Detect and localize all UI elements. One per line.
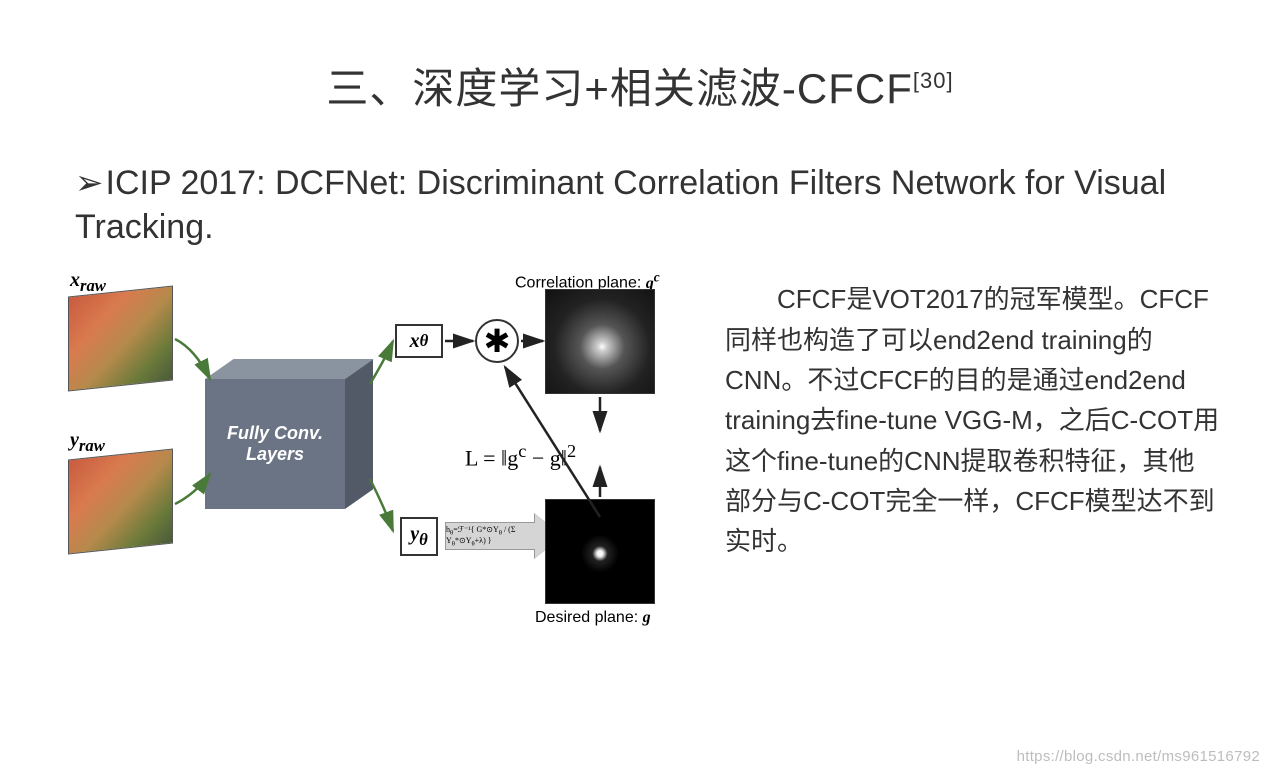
- correlation-plane-image: [545, 289, 655, 394]
- watermark-text: https://blog.csdn.net/ms961516792: [1017, 748, 1260, 765]
- y-theta-box: yθ: [395, 519, 443, 553]
- y-raw-thumbnail: [68, 449, 173, 555]
- title-citation: [30]: [913, 68, 954, 93]
- filter-formula: hθ=ℱ⁻¹{ G*⊙Yθ / (Σ Yθ*⊙Yθ+λ) }: [446, 525, 535, 548]
- architecture-diagram: xraw yraw Fully Conv. Layers xθ yθ hθ=ℱ⁻…: [60, 269, 700, 639]
- x-theta-box: xθ: [395, 324, 443, 358]
- content-row: xraw yraw Fully Conv. Layers xθ yθ hθ=ℱ⁻…: [60, 269, 1220, 639]
- description-paragraph: CFCF是VOT2017的冠军模型。CFCF同样也构造了可以end2end tr…: [725, 269, 1220, 639]
- conv-layers-label: Fully Conv. Layers: [205, 379, 345, 509]
- title-text: 三、深度学习+相关滤波-CFCF: [326, 65, 913, 112]
- x-raw-thumbnail: [68, 286, 173, 392]
- bullet-arrow-icon: ➢: [75, 161, 104, 205]
- bullet-item: ➢ICIP 2017: DCFNet: Discriminant Correla…: [75, 161, 1205, 249]
- bullet-text: ICIP 2017: DCFNet: Discriminant Correlat…: [75, 164, 1166, 246]
- desired-plane-label: Desired plane: g: [535, 609, 651, 627]
- slide-title: 三、深度学习+相关滤波-CFCF[30]: [0, 55, 1280, 116]
- y-raw-label: yraw: [70, 429, 105, 456]
- conv-layers-cube: Fully Conv. Layers: [205, 359, 375, 509]
- convolution-op-icon: ✱: [475, 319, 519, 363]
- loss-equation: L = ‖gc − g‖2: [465, 441, 576, 471]
- desired-plane-image: [545, 499, 655, 604]
